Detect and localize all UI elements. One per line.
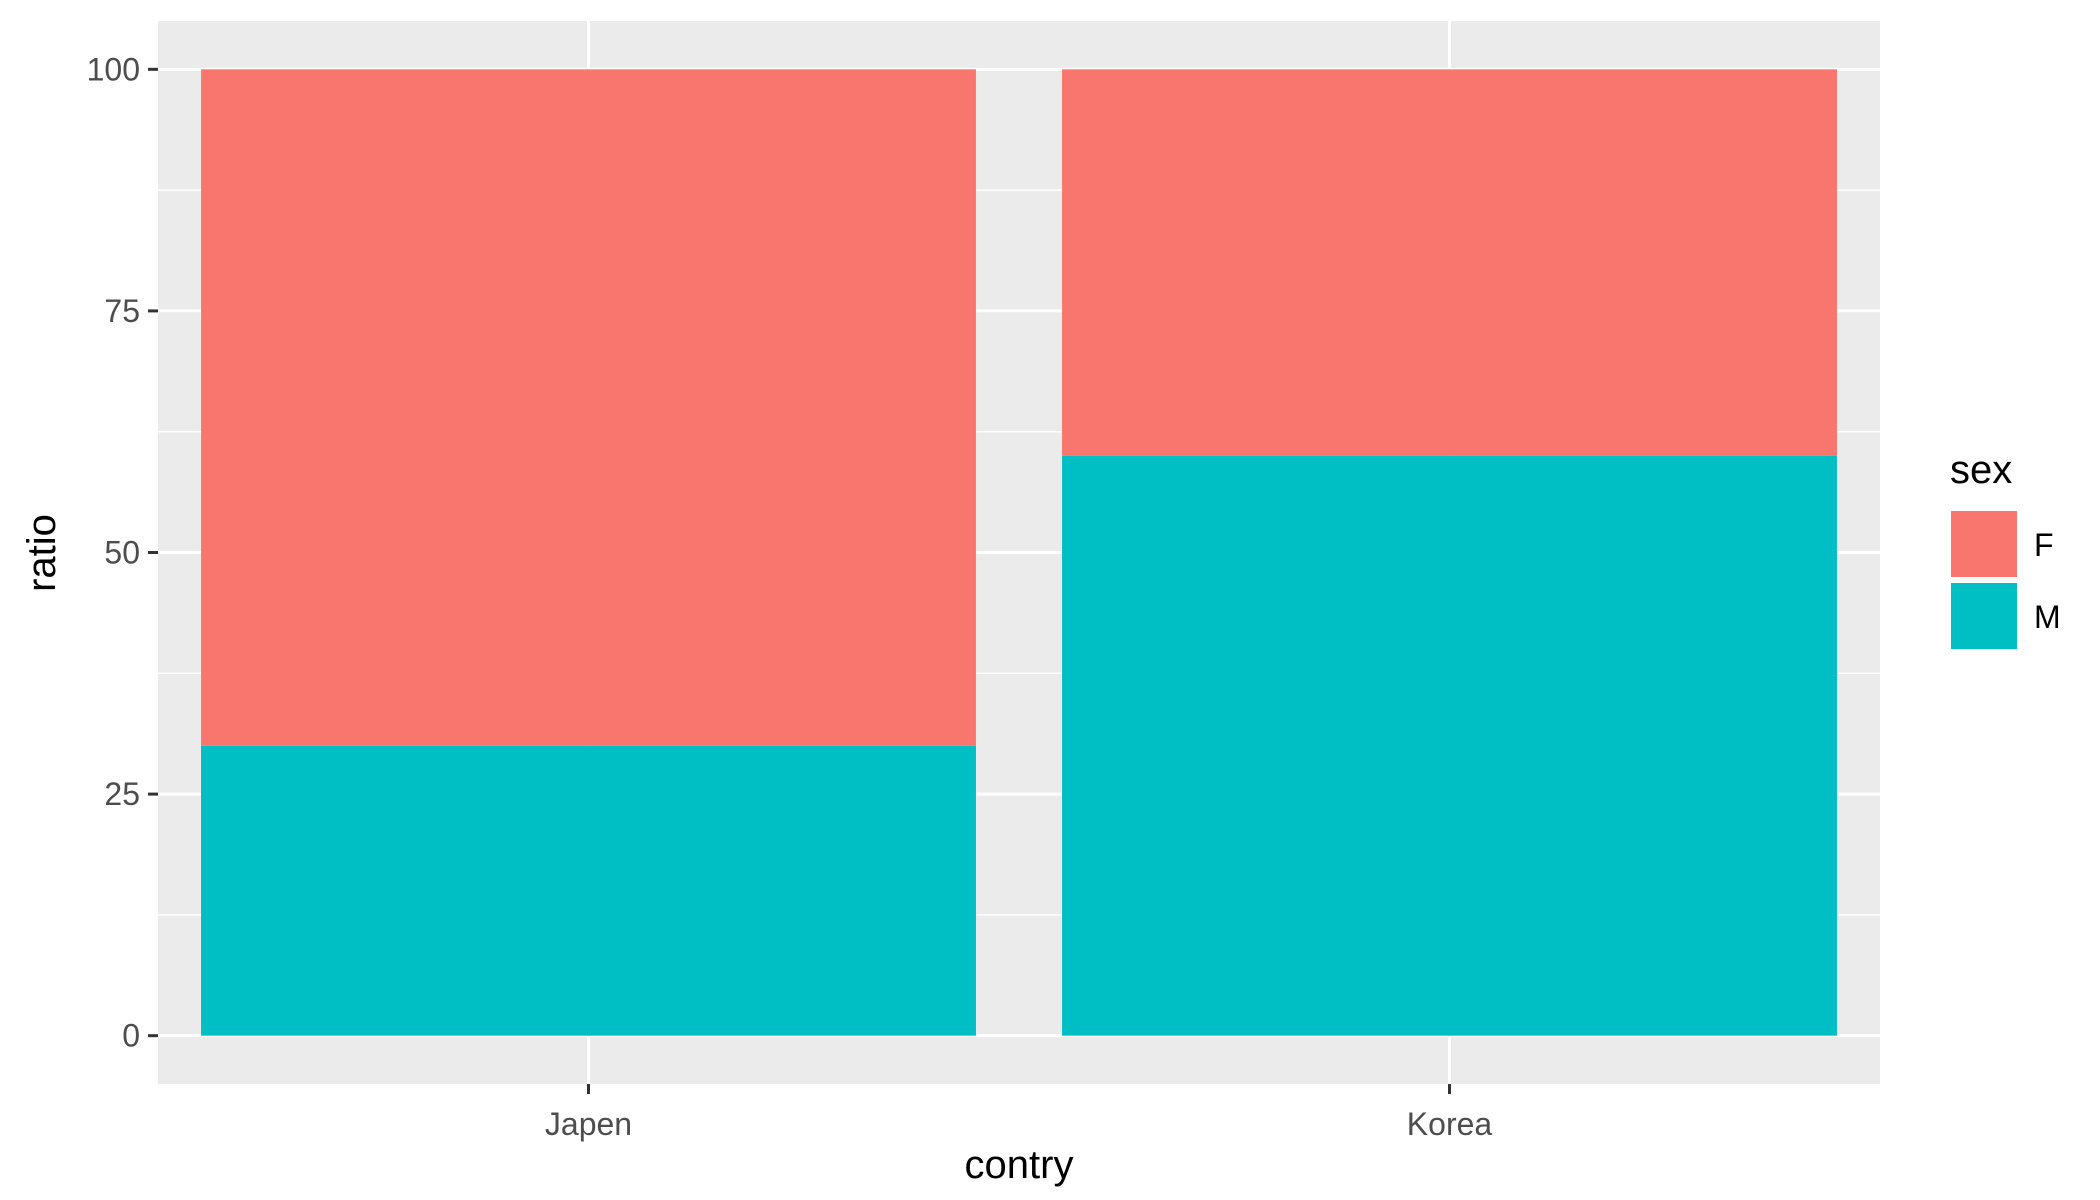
legend-title: sex [1950,448,2012,492]
bar-korea-m [1062,455,1837,1036]
x-tick-label: Korea [1407,1106,1493,1142]
legend-label: M [2034,599,2061,635]
legend: sex FM [1949,448,2061,651]
x-axis-title: contry [965,1143,1074,1187]
y-axis-title: ratio [20,514,64,592]
y-axis: 0 25 50 75 100 [87,51,158,1054]
x-tick-label: Japen [545,1106,632,1142]
y-tick-label: 75 [104,293,140,329]
y-tick-label: 50 [104,535,140,571]
y-tick-label: 100 [87,51,140,87]
x-axis: Japen Korea [545,1084,1492,1142]
bar-japen-m [201,745,976,1036]
bar-korea-f [1062,69,1837,456]
legend-label: F [2034,527,2054,563]
bar-japen-f [201,69,976,746]
bars [201,69,1837,1036]
y-tick-label: 25 [104,776,140,812]
legend-key-m [1949,581,2019,651]
legend-entries: FM [1949,509,2061,651]
y-tick-label: 0 [122,1018,140,1054]
legend-key-f [1949,509,2019,579]
